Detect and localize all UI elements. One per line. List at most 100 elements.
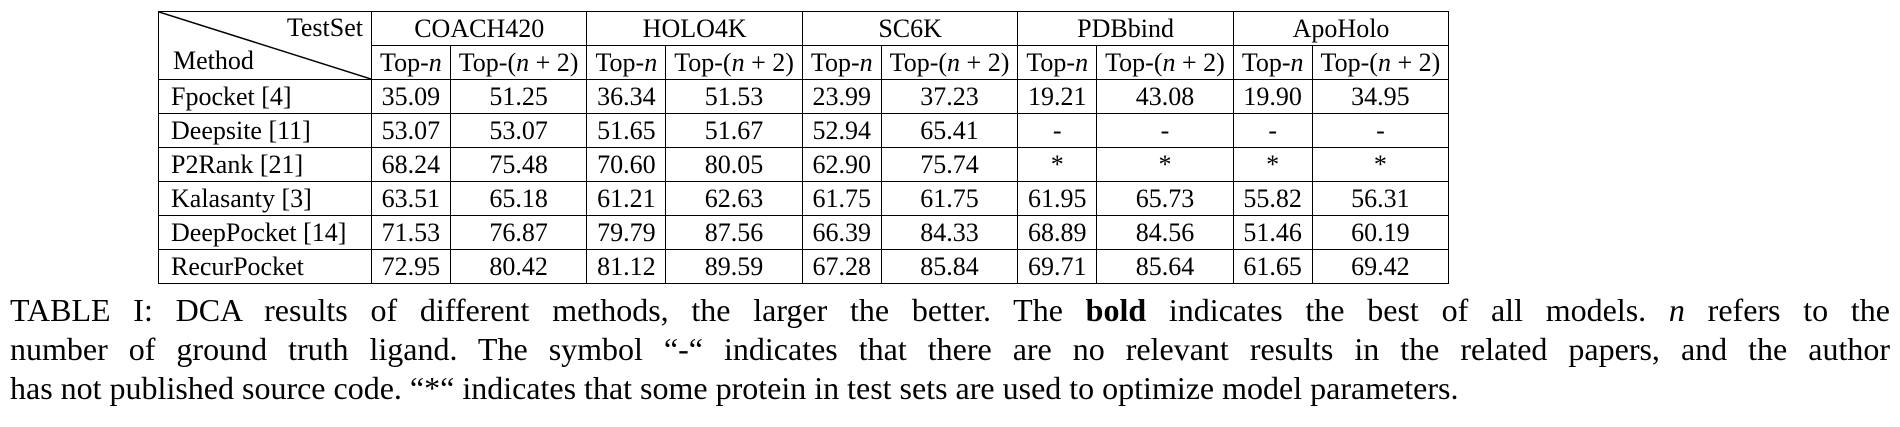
table-row: Kalasanty [3] 63.51 65.18 61.21 62.63 61.75 61… <box>158 181 1450 216</box>
score-cell: 43.08 <box>1096 79 1234 114</box>
table-row: P2Rank [21] 68.24 75.48 70.60 80.05 62.90 75.7… <box>158 147 1450 182</box>
score-cell: - <box>1232 113 1313 148</box>
metric-header-top-n: Top-n <box>1232 45 1313 80</box>
metric-header-top-n-plus-2: Top-(n + 2) <box>449 45 588 80</box>
score-cell: 69.71 <box>1017 249 1098 284</box>
testset-label: TestSet <box>286 13 363 42</box>
score-cell: * <box>1096 147 1234 182</box>
table-body: Fpocket [4] 35.09 51.25 36.34 51.53 23.99 37.2… <box>158 79 1450 284</box>
metric-header-top-n-plus-2: Top-(n + 2) <box>1096 45 1234 80</box>
score-cell: 36.34 <box>586 79 667 114</box>
score-cell: - <box>1017 113 1098 148</box>
table-row: Fpocket [4] 35.09 51.25 36.34 51.53 23.99 37.2… <box>158 79 1450 114</box>
score-cell: 19.21 <box>1017 79 1098 114</box>
score-cell: 53.07 <box>371 113 451 148</box>
score-cell: 68.24 <box>371 147 451 182</box>
method-name-cell: Deepsite [11] <box>158 113 372 148</box>
score-cell: 85.64 <box>1096 249 1234 284</box>
score-cell: 61.75 <box>880 181 1019 216</box>
score-cell: * <box>1017 147 1098 182</box>
score-cell: 51.67 <box>665 113 803 148</box>
score-cell: 62.90 <box>801 147 882 182</box>
metric-header-top-n: Top-n <box>586 45 667 80</box>
score-cell: 60.19 <box>1311 215 1450 250</box>
metric-header-top-n: Top-n <box>371 45 451 80</box>
method-name-cell: Kalasanty [3] <box>158 181 372 216</box>
method-name-cell: Fpocket [4] <box>158 79 372 114</box>
score-cell: - <box>1311 113 1450 148</box>
score-cell: 51.25 <box>449 79 588 114</box>
dataset-header: PDBbind <box>1017 11 1234 46</box>
score-cell: 80.05 <box>665 147 803 182</box>
score-cell: 51.65 <box>586 113 667 148</box>
metric-header-top-n-plus-2: Top-(n + 2) <box>880 45 1019 80</box>
score-cell: 67.28 <box>801 249 882 284</box>
table-corner-cell: TestSet Method <box>158 11 372 80</box>
score-cell: 23.99 <box>801 79 882 114</box>
score-cell: 51.46 <box>1232 215 1313 250</box>
score-cell: 37.23 <box>880 79 1019 114</box>
score-cell: 70.60 <box>586 147 667 182</box>
score-cell: 65.41 <box>880 113 1019 148</box>
score-cell: 85.84 <box>880 249 1019 284</box>
corner-diagonal-line <box>159 12 371 79</box>
method-name-cell: DeepPocket [14] <box>158 215 372 250</box>
caption-bold-word: bold <box>1085 292 1147 328</box>
dataset-header: COACH420 <box>370 11 588 46</box>
caption-line-3: has not published source code. “*“ indic… <box>10 370 1459 406</box>
caption-line-1: TABLE I: DCA results of different method… <box>10 292 1891 328</box>
score-cell: 76.87 <box>449 215 588 250</box>
score-cell: 35.09 <box>371 79 451 114</box>
dca-results-table: TestSet Method COACH420 HOLO4K SC6K PDBb… <box>158 11 1450 284</box>
score-cell: 65.18 <box>449 181 588 216</box>
score-cell: 89.59 <box>665 249 803 284</box>
metric-header-top-n-plus-2: Top-(n + 2) <box>1311 45 1450 80</box>
results-table-container: TestSet Method COACH420 HOLO4K SC6K PDBb… <box>158 11 1450 284</box>
table-row: DeepPocket [14] 71.53 76.87 79.79 87.56 66.39… <box>158 215 1450 250</box>
dataset-header: HOLO4K <box>586 11 803 46</box>
score-cell: 19.90 <box>1232 79 1313 114</box>
method-label: Method <box>173 46 254 75</box>
score-cell: - <box>1096 113 1234 148</box>
caption-line-2: number of ground truth ligand. The symbo… <box>10 331 1890 367</box>
score-cell: 61.95 <box>1017 181 1098 216</box>
score-cell: 80.42 <box>449 249 588 284</box>
metric-header-top-n: Top-n <box>1017 45 1098 80</box>
score-cell: 61.21 <box>586 181 667 216</box>
score-cell: 72.95 <box>371 249 451 284</box>
score-cell: * <box>1311 147 1450 182</box>
score-cell: 65.73 <box>1096 181 1234 216</box>
score-cell: 87.56 <box>665 215 803 250</box>
method-name-cell: P2Rank [21] <box>158 147 372 182</box>
method-name-cell: RecurPocket <box>158 249 372 284</box>
dataset-header: SC6K <box>801 11 1019 46</box>
score-cell: 66.39 <box>801 215 882 250</box>
dataset-header: ApoHolo <box>1232 11 1450 46</box>
score-cell: 55.82 <box>1232 181 1313 216</box>
metric-header-top-n: Top-n <box>801 45 882 80</box>
score-cell: 75.48 <box>449 147 588 182</box>
score-cell: 84.33 <box>880 215 1019 250</box>
score-cell: 71.53 <box>371 215 451 250</box>
score-cell: 62.63 <box>665 181 803 216</box>
dataset-header-row: TestSet Method COACH420 HOLO4K SC6K PDBb… <box>158 11 1450 80</box>
score-cell: 81.12 <box>586 249 667 284</box>
score-cell: 75.74 <box>880 147 1019 182</box>
score-cell: 51.53 <box>665 79 803 114</box>
table-caption: TABLE I: DCA results of different method… <box>10 291 1890 408</box>
score-cell: 84.56 <box>1096 215 1234 250</box>
caption-variable-n: n <box>1668 292 1685 328</box>
score-cell: 34.95 <box>1311 79 1450 114</box>
score-cell: 61.75 <box>801 181 882 216</box>
score-cell: 53.07 <box>449 113 588 148</box>
score-cell: 63.51 <box>371 181 451 216</box>
table-row: RecurPocket 72.95 80.42 81.12 89.59 67.28 85.8… <box>158 249 1450 284</box>
metric-header-top-n-plus-2: Top-(n + 2) <box>665 45 803 80</box>
score-cell: 69.42 <box>1311 249 1450 284</box>
score-cell: 61.65 <box>1232 249 1313 284</box>
score-cell: * <box>1232 147 1313 182</box>
score-cell: 52.94 <box>801 113 882 148</box>
table-row: Deepsite [11] 53.07 53.07 51.65 51.67 52.94 65… <box>158 113 1450 148</box>
score-cell: 79.79 <box>586 215 667 250</box>
score-cell: 68.89 <box>1017 215 1098 250</box>
